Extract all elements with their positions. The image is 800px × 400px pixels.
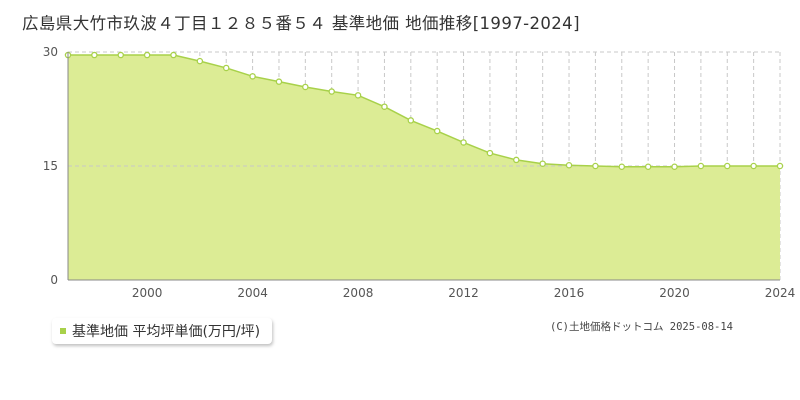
legend: 基準地価 平均坪単価(万円/坪) bbox=[52, 318, 273, 344]
x-tick-label: 2024 bbox=[765, 286, 796, 300]
data-point bbox=[196, 57, 204, 65]
y-tick-label: 15 bbox=[43, 159, 58, 173]
x-tick-labels: 2000 2004 2008 2012 2016 2020 2024 bbox=[132, 286, 795, 300]
data-point bbox=[249, 73, 256, 80]
x-tick-label: 2004 bbox=[237, 286, 268, 300]
x-tick-label: 2016 bbox=[554, 286, 585, 300]
x-tick-label: 2012 bbox=[448, 286, 479, 300]
data-point bbox=[275, 78, 283, 85]
series-points bbox=[64, 51, 784, 171]
data-point bbox=[618, 163, 626, 171]
series-area bbox=[68, 55, 780, 280]
data-point bbox=[539, 160, 546, 167]
data-point bbox=[222, 64, 230, 72]
data-point bbox=[328, 88, 335, 95]
data-point bbox=[592, 162, 599, 170]
data-point bbox=[460, 139, 467, 146]
data-point bbox=[433, 127, 441, 135]
data-point bbox=[697, 162, 705, 170]
data-point bbox=[170, 51, 177, 59]
data-point bbox=[776, 162, 784, 170]
y-tick-label: 30 bbox=[43, 45, 58, 59]
data-point bbox=[565, 161, 573, 169]
data-point bbox=[750, 162, 757, 170]
series-line bbox=[68, 54, 780, 168]
data-point bbox=[302, 83, 309, 91]
y-tick-label: 0 bbox=[50, 273, 58, 287]
data-point bbox=[91, 51, 98, 59]
data-point bbox=[724, 162, 731, 170]
legend-swatch bbox=[60, 328, 66, 334]
x-tick-label: 2008 bbox=[343, 286, 374, 300]
axes bbox=[67, 52, 780, 281]
data-point bbox=[486, 149, 494, 157]
data-point bbox=[644, 163, 652, 171]
data-point bbox=[671, 163, 678, 171]
data-point bbox=[381, 103, 388, 110]
copyright-text: (C)土地価格ドットコム 2025-08-14 bbox=[550, 321, 734, 333]
data-point bbox=[407, 117, 415, 124]
y-tick-labels: 0 15 30 bbox=[43, 45, 58, 287]
legend-label: 基準地価 平均坪単価(万円/坪) bbox=[72, 324, 261, 340]
chart-title: 広島県大竹市玖波４丁目１２８５番５４ 基準地価 地価推移[1997-2024] bbox=[22, 14, 580, 33]
x-tick-label: 2020 bbox=[659, 286, 690, 300]
data-point bbox=[354, 92, 362, 99]
data-point bbox=[513, 156, 520, 164]
data-point bbox=[117, 51, 124, 59]
x-tick-label: 2000 bbox=[132, 286, 163, 300]
data-point bbox=[143, 51, 151, 59]
